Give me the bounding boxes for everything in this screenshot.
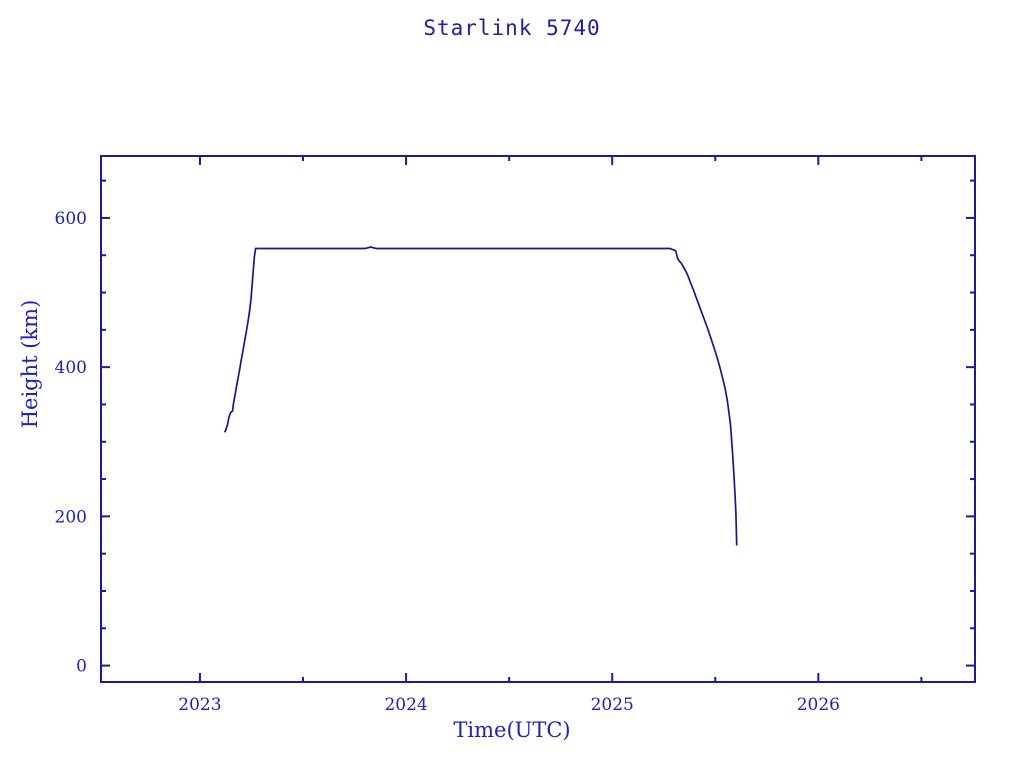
y-axis-label: Height (km) bbox=[18, 299, 42, 429]
y-tick-label: 400 bbox=[55, 358, 87, 378]
axis-ticks bbox=[101, 156, 975, 682]
y-tick-label: 600 bbox=[55, 209, 87, 229]
x-tick-label: 2024 bbox=[384, 695, 427, 715]
x-tick-label: 2026 bbox=[797, 695, 840, 715]
x-tick-label: 2025 bbox=[591, 695, 634, 715]
series-line bbox=[223, 246, 738, 546]
x-tick-label: 2023 bbox=[178, 695, 221, 715]
y-tick-label: 200 bbox=[55, 507, 87, 527]
y-tick-label: 0 bbox=[76, 657, 87, 677]
page-title: Starlink 5740 bbox=[423, 16, 601, 40]
axis-frame bbox=[100, 155, 976, 683]
x-axis-label: Time(UTC) bbox=[453, 718, 571, 742]
axis-tick-labels: 2023 2024 2025 2026 0 200 400 600 bbox=[55, 209, 840, 715]
data-series-height bbox=[223, 246, 738, 546]
